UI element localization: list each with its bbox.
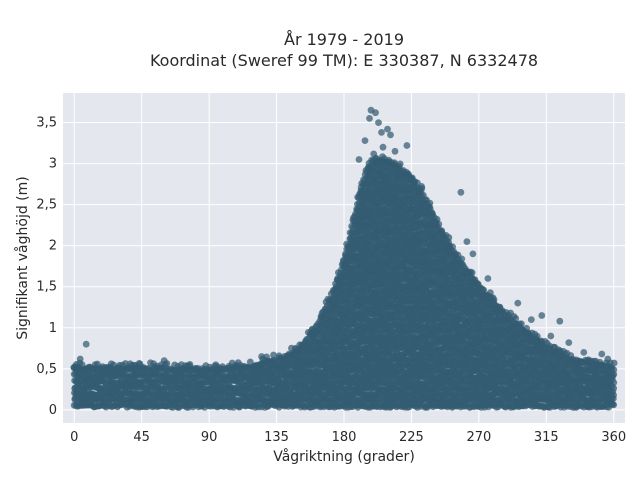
chart-title-line-2: Koordinat (Sweref 99 TM): E 330387, N 63… xyxy=(150,51,538,70)
data-points xyxy=(70,106,618,411)
chart-title-line-1: År 1979 - 2019 xyxy=(284,30,404,49)
data-point xyxy=(418,185,426,192)
data-point xyxy=(426,199,434,207)
data-point xyxy=(186,361,194,368)
data-point xyxy=(396,160,404,168)
data-point xyxy=(246,358,254,366)
